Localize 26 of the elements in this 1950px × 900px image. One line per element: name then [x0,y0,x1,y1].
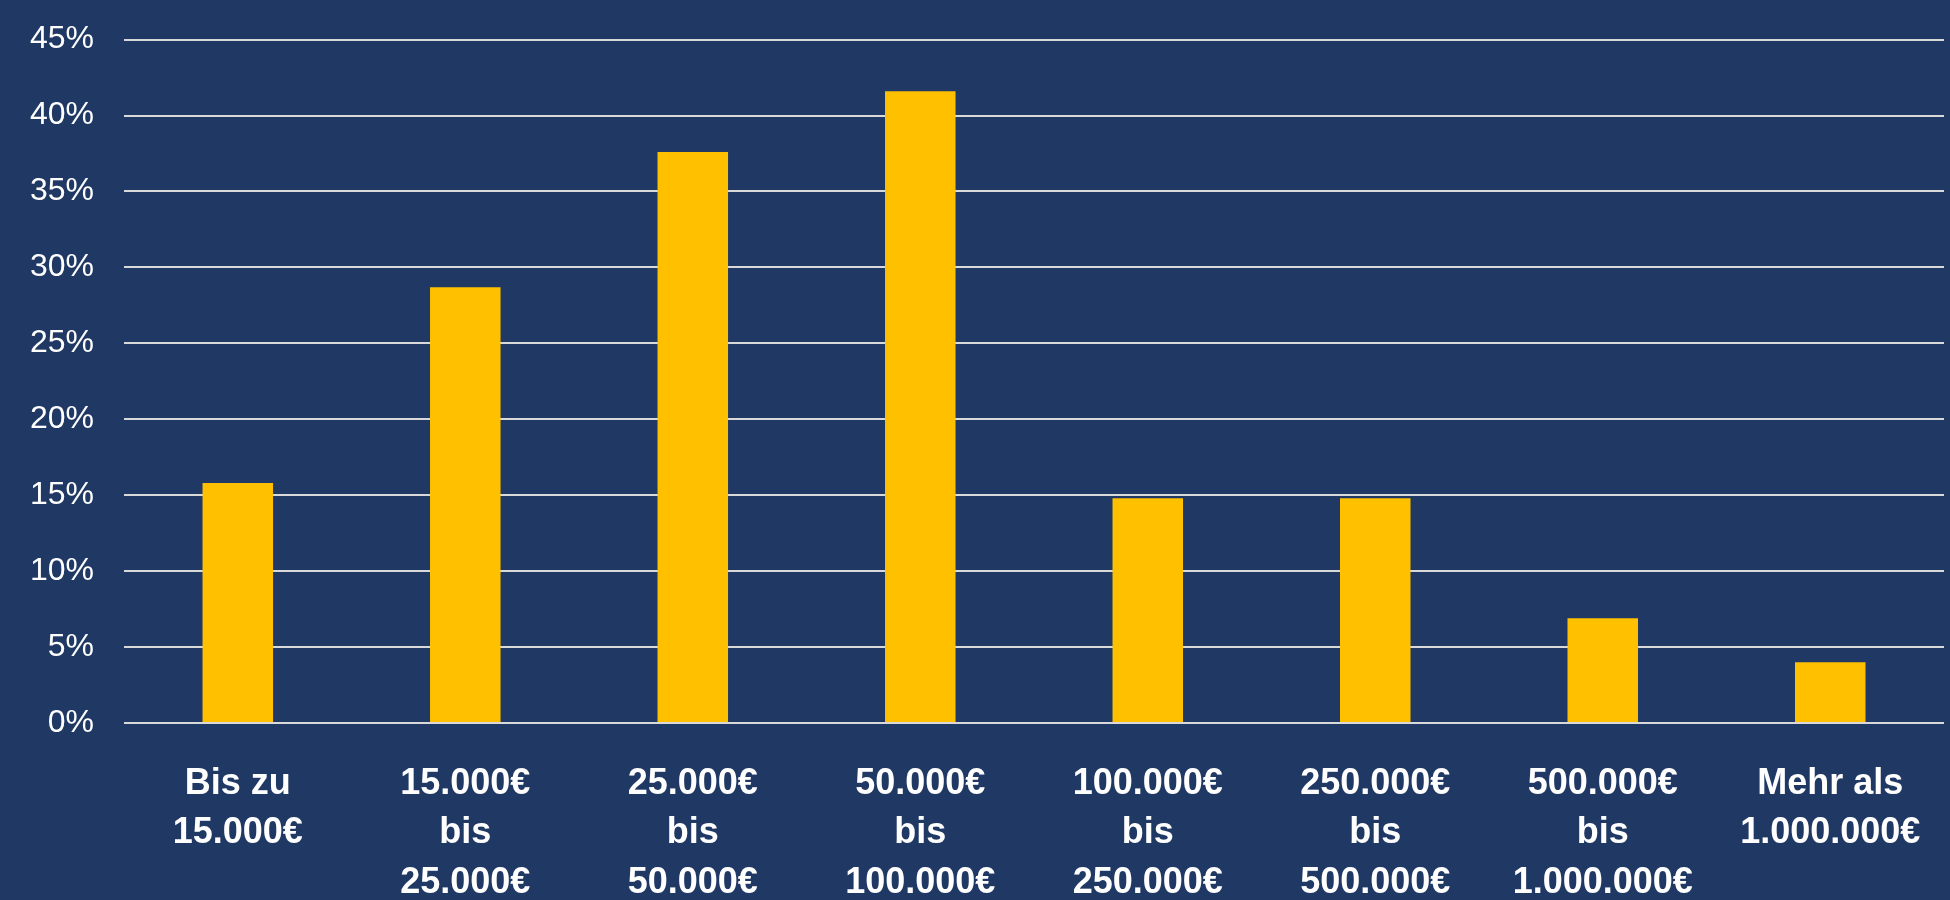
y-tick-label: 15% [30,475,95,511]
bar [657,151,729,722]
bar [885,91,956,722]
y-tick-label: 10% [30,550,95,587]
bar [1794,662,1866,722]
y-tick-label: 0% [47,702,95,739]
y-tick-label: 35% [30,171,95,208]
bar [430,287,501,722]
x-tick-label: 100.000€ bis 250.000€ [1072,760,1223,900]
x-tick-label: 500.000€ bis 1.000.000€ [1512,760,1693,900]
x-tick-label: 50.000€ bis 100.000€ [845,760,996,900]
bar [202,483,274,722]
y-tick-label: 40% [30,95,95,132]
y-tick-label: 5% [47,626,95,663]
y-tick-label: 45% [30,19,95,56]
y-tick-label: 25% [30,323,95,360]
bar [1112,498,1184,722]
bar [1340,498,1411,722]
x-tick-label: 25.000€ bis 50.000€ [627,760,758,900]
x-tick-label: Mehr als 1.000.000€ [1740,760,1921,852]
x-tick-label: 15.000€ bis 25.000€ [400,760,531,900]
bar [1567,618,1639,722]
x-tick-label: Bis zu 15.000€ [172,760,303,852]
y-tick-label: 30% [30,247,95,284]
x-tick-label: 250.000€ bis 500.000€ [1300,760,1451,900]
y-tick-label: 20% [30,399,95,436]
